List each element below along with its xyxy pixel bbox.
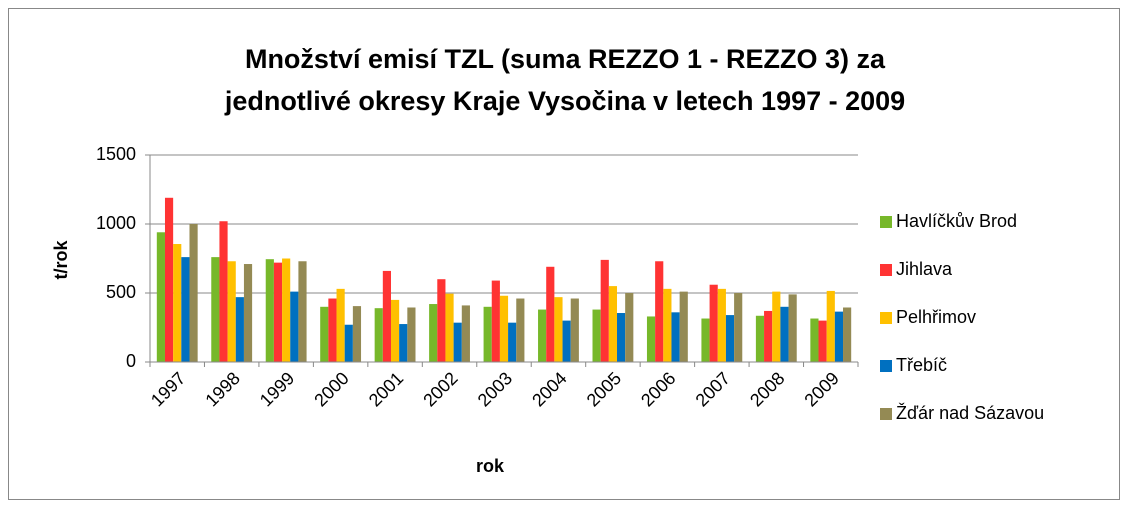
bar (570, 298, 579, 362)
bar (843, 307, 852, 362)
legend-swatch (880, 312, 892, 324)
bar (679, 291, 688, 362)
bar (508, 322, 517, 362)
bar (734, 293, 743, 362)
bar (772, 291, 781, 362)
bar (164, 197, 174, 362)
bar (709, 284, 718, 362)
legend-label: Jihlava (896, 259, 953, 279)
bar (826, 290, 835, 362)
bar (810, 318, 819, 362)
y-tick-label: 1000 (96, 213, 136, 233)
chart-title: jednotlivé okresy Kraje Vysočina v letec… (224, 86, 905, 116)
bar (328, 298, 337, 362)
legend-label: Třebíč (896, 355, 947, 375)
bar (227, 261, 236, 362)
bar (399, 324, 408, 362)
bar (265, 259, 274, 362)
bar (834, 311, 844, 362)
legend-swatch (880, 216, 892, 228)
bar (352, 306, 362, 362)
y-tick-label: 500 (106, 282, 136, 302)
bar (818, 320, 827, 362)
bar (298, 261, 307, 362)
legend-label: Pelhřimov (896, 307, 976, 327)
x-axis-title: rok (476, 456, 505, 476)
bar (538, 309, 547, 362)
legend-swatch (880, 408, 892, 420)
bar (282, 258, 291, 362)
bar (461, 305, 470, 362)
bar (374, 308, 383, 362)
legend-label: Žďár nad Sázavou (896, 403, 1044, 423)
bar (453, 322, 462, 362)
bar (407, 307, 416, 362)
bar (671, 312, 680, 362)
bar (592, 309, 601, 362)
legend-swatch (880, 360, 892, 372)
bar (445, 293, 454, 362)
y-tick-label: 1500 (96, 144, 136, 164)
chart-title: Množství emisí TZL (suma REZZO 1 - REZZO… (245, 44, 886, 74)
y-axis-title: t/rok (51, 240, 71, 280)
bar (211, 257, 220, 362)
bar (600, 259, 609, 362)
bar (173, 244, 182, 362)
bar (717, 288, 726, 362)
bar (755, 315, 765, 362)
bar (546, 266, 555, 362)
legend-swatch (880, 264, 892, 276)
bar (562, 320, 571, 362)
bar (764, 310, 773, 362)
bar (219, 221, 228, 362)
bar (290, 291, 299, 362)
bar (663, 288, 672, 362)
bar (554, 297, 563, 362)
bar (780, 306, 789, 362)
bar (273, 262, 283, 362)
bar (701, 318, 710, 362)
bar (344, 324, 353, 362)
bar (235, 297, 244, 362)
bar (646, 316, 656, 362)
bar (320, 306, 329, 362)
bar (499, 295, 509, 362)
bar (189, 224, 198, 362)
bar (483, 306, 492, 362)
bar (429, 304, 438, 362)
bar (491, 280, 500, 362)
bar (243, 264, 253, 362)
y-tick-label: 0 (126, 351, 136, 371)
bar (156, 232, 165, 362)
bar (608, 286, 618, 362)
bar (437, 279, 446, 362)
bar (625, 293, 634, 362)
bar (390, 299, 400, 362)
bar (617, 313, 626, 362)
bar (725, 315, 735, 362)
legend-label: Havlíčkův Brod (896, 211, 1017, 231)
bar (788, 294, 797, 362)
bar (516, 298, 525, 362)
bar (181, 257, 190, 362)
bar (382, 270, 391, 362)
bar (655, 261, 664, 362)
bar (336, 288, 345, 362)
